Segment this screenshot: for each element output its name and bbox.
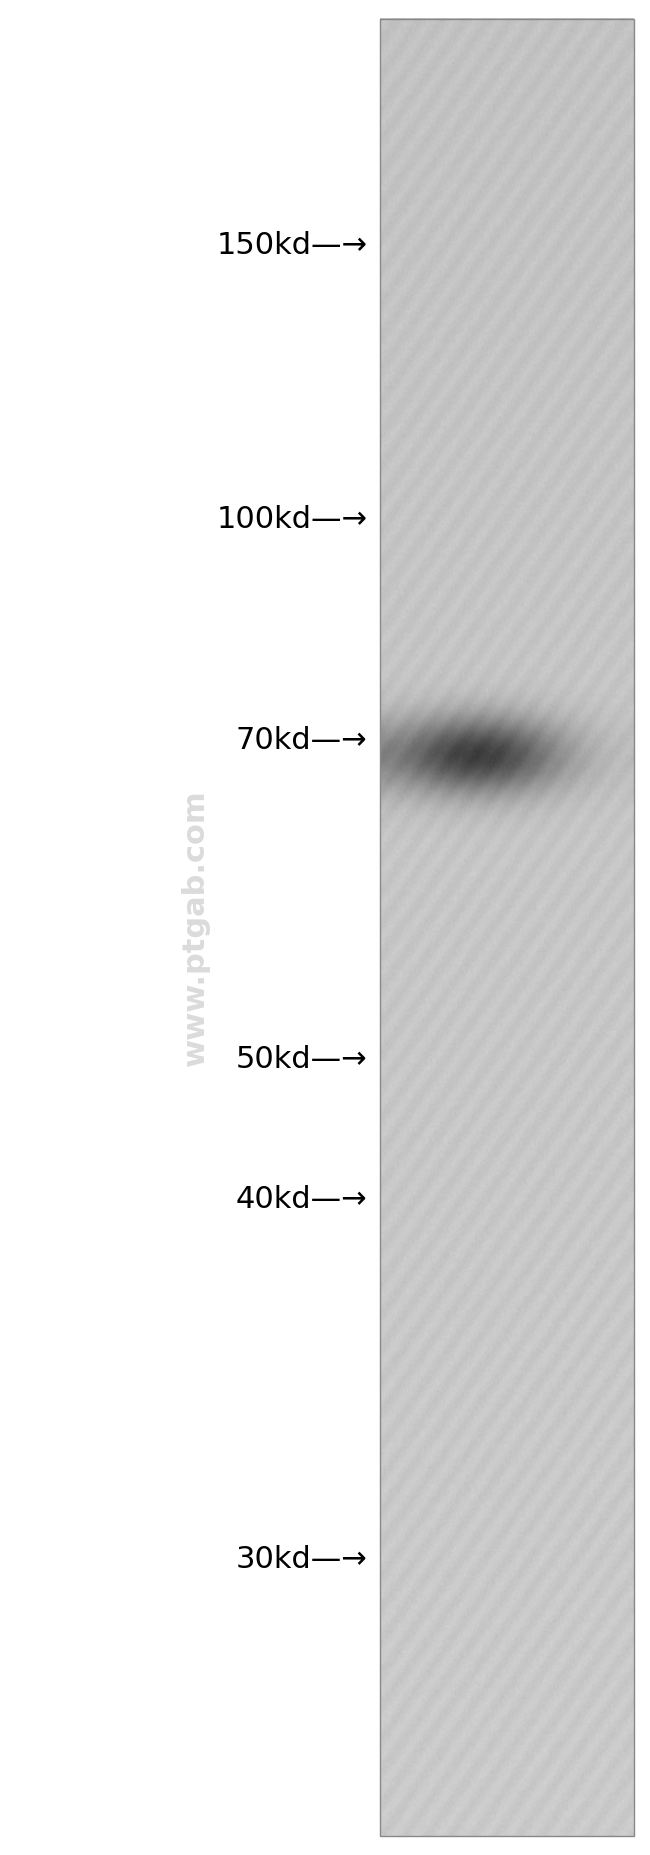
Text: 70kd—→: 70kd—→ xyxy=(235,725,367,755)
Text: 40kd—→: 40kd—→ xyxy=(235,1185,367,1215)
Text: 150kd—→: 150kd—→ xyxy=(216,230,367,260)
Text: 50kd—→: 50kd—→ xyxy=(235,1046,367,1074)
Text: 30kd—→: 30kd—→ xyxy=(235,1545,367,1575)
Text: 100kd—→: 100kd—→ xyxy=(216,506,367,534)
Bar xyxy=(380,19,634,1836)
Text: www.ptgab.com: www.ptgab.com xyxy=(181,788,209,1067)
